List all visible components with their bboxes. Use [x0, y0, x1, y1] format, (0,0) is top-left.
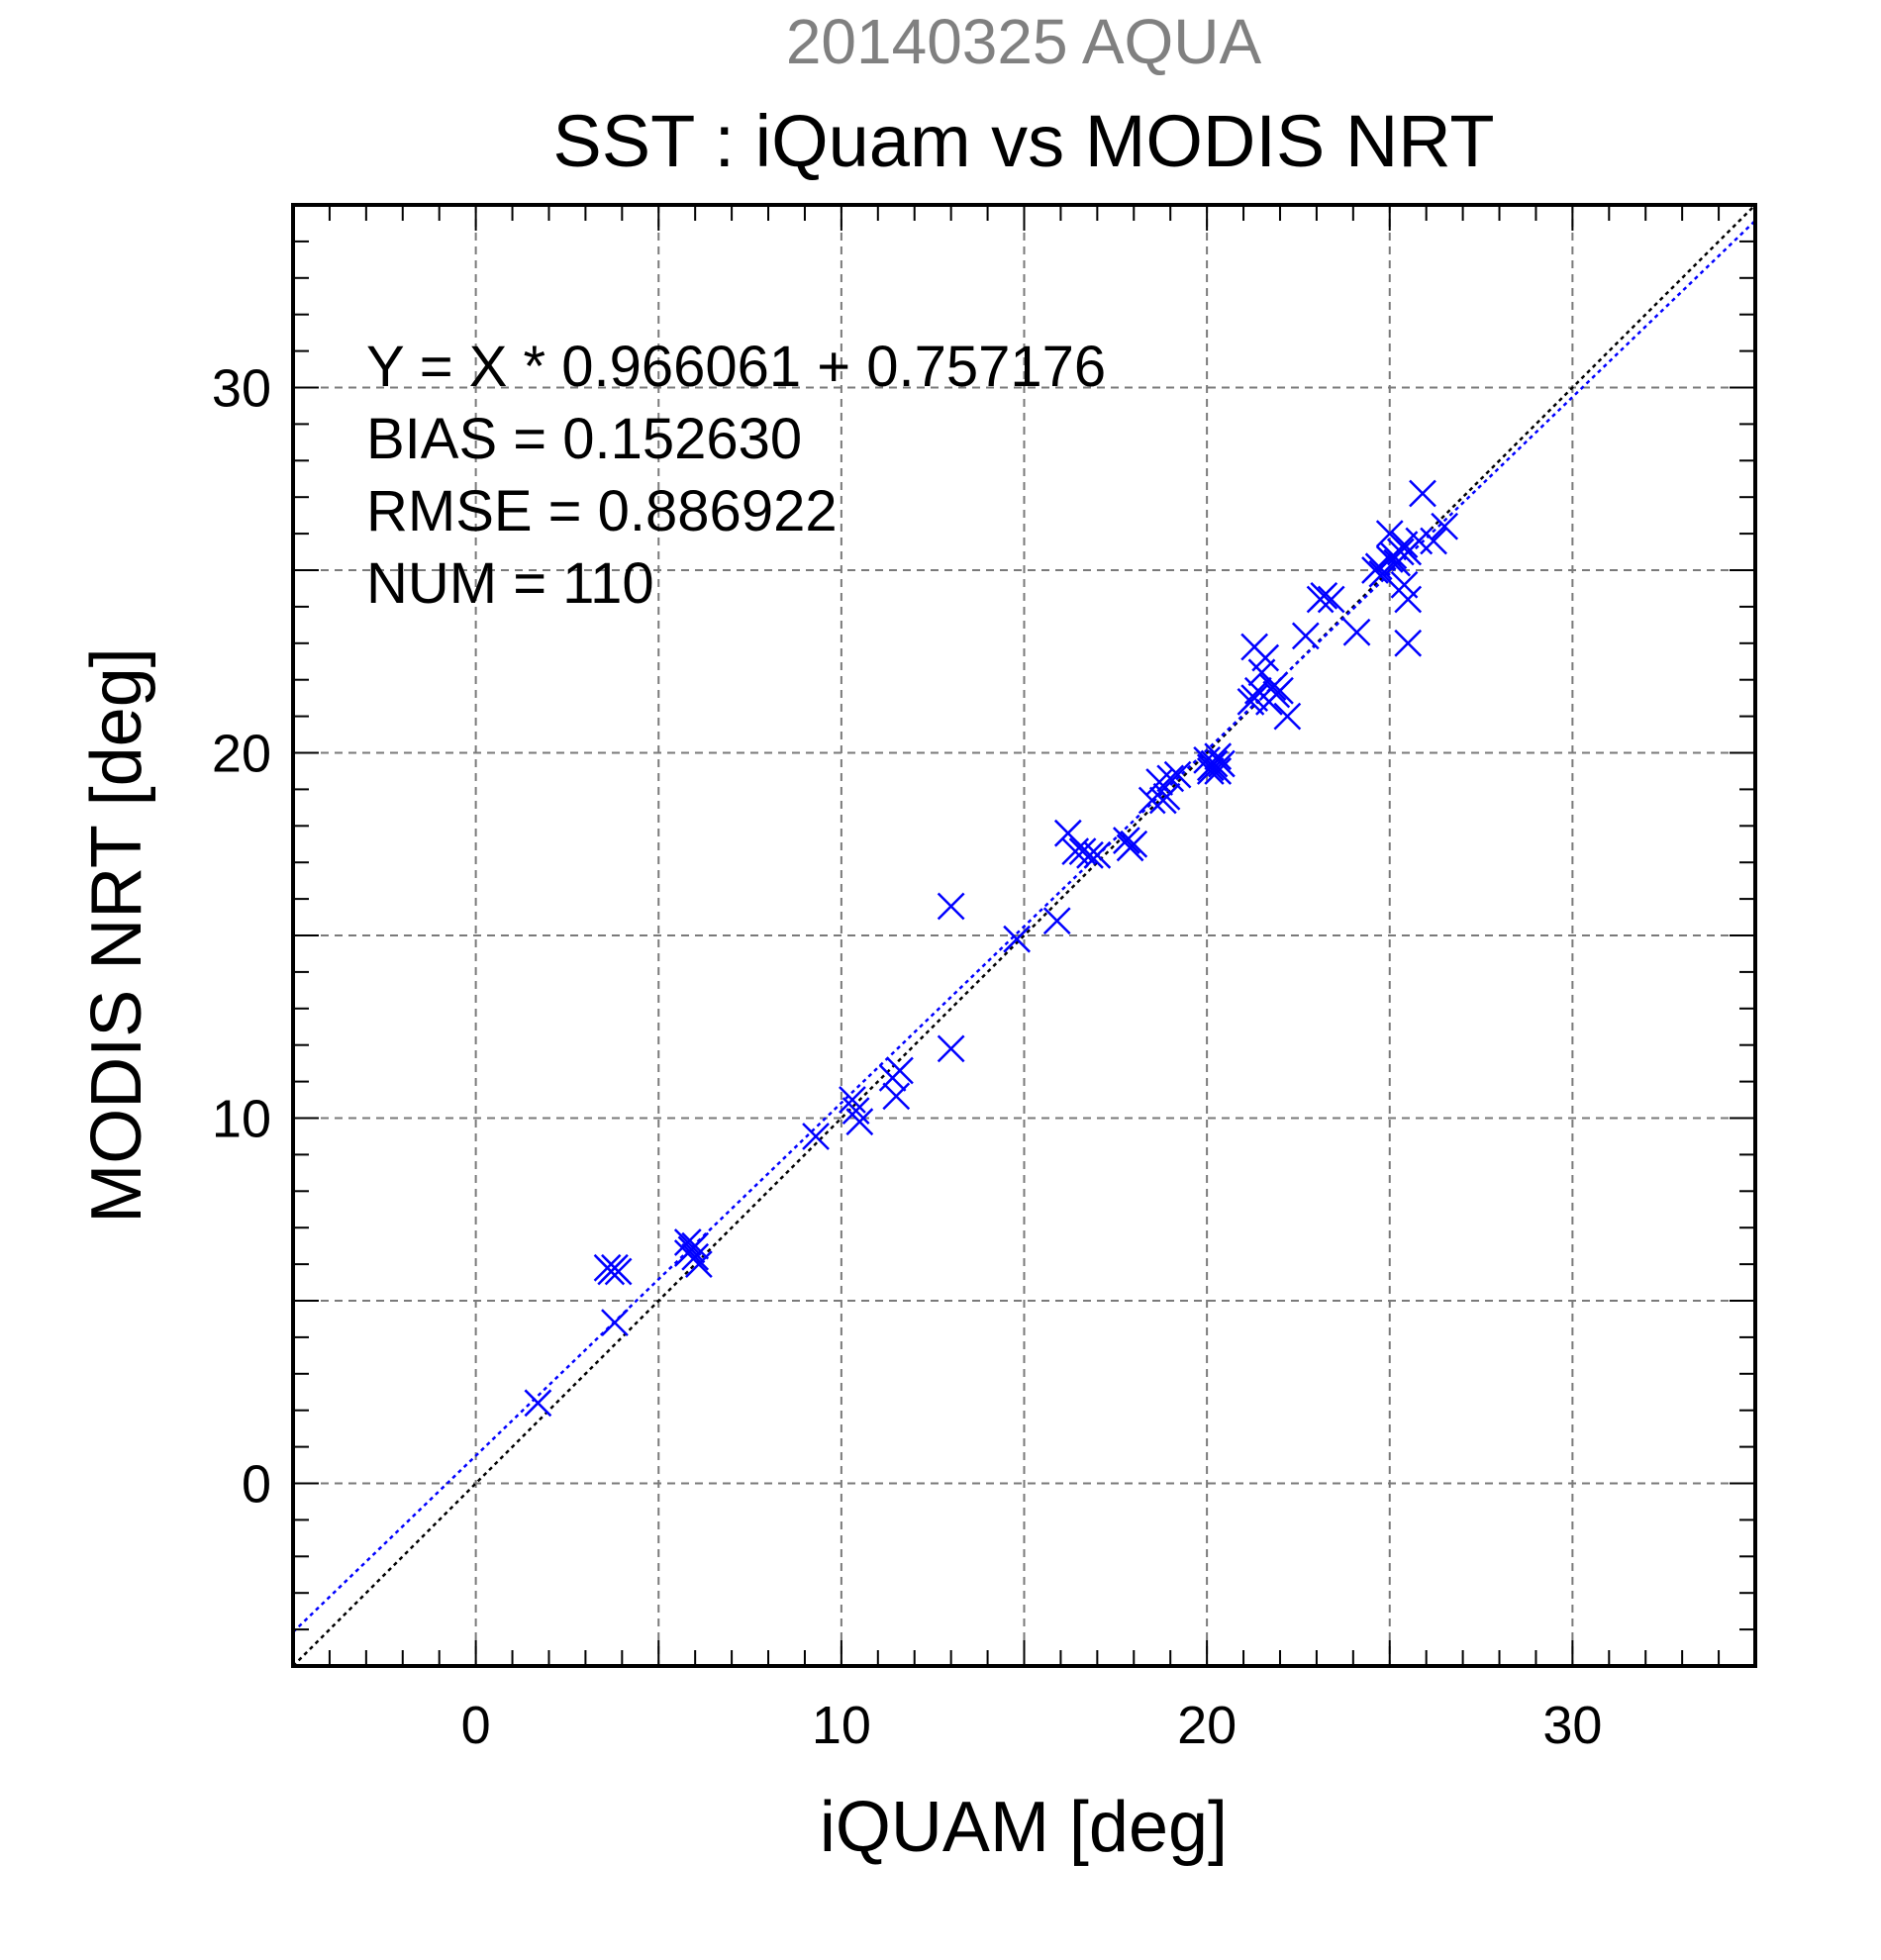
- x-tick-label: 30: [1542, 1696, 1602, 1755]
- data-point: [1266, 676, 1294, 705]
- data-point: [1368, 559, 1397, 588]
- x-tick-label: 20: [1177, 1696, 1237, 1755]
- data-point: [1156, 764, 1185, 793]
- data-point: [601, 1309, 629, 1337]
- data-point: [842, 1097, 870, 1126]
- y-axis-label: MODIS NRT [deg]: [77, 647, 156, 1224]
- x-tick-label: 10: [812, 1696, 871, 1755]
- tick-labels-layer: 0 10 20 30 0 10 20 30: [212, 359, 1602, 1756]
- fit-line: [292, 219, 1756, 1633]
- y-tick-label: 0: [242, 1455, 271, 1515]
- data-point: [1409, 479, 1436, 508]
- data-point: [1273, 702, 1302, 731]
- data-point: [1258, 673, 1287, 701]
- data-point: [802, 1123, 830, 1150]
- data-point: [1208, 749, 1236, 778]
- grid-layer: [293, 205, 1755, 1666]
- data-point: [1420, 527, 1447, 555]
- data-point: [1083, 840, 1112, 869]
- y-tick-label: 10: [212, 1090, 271, 1149]
- x-tick-label: 0: [461, 1696, 491, 1755]
- data-point: [1152, 782, 1181, 811]
- x-axis-label: iQUAM [deg]: [820, 1788, 1228, 1867]
- data-point: [1204, 742, 1233, 771]
- data-point: [1291, 622, 1320, 650]
- stats-line: NUM = 110: [366, 551, 654, 616]
- data-point: [1003, 925, 1031, 953]
- data-point: [1431, 512, 1459, 540]
- data-point: [604, 1257, 633, 1286]
- data-point: [684, 1250, 713, 1278]
- data-point: [882, 1082, 911, 1111]
- stats-line: Y = X * 0.966061 + 0.757176: [366, 335, 1106, 399]
- data-point: [1042, 907, 1071, 935]
- data-point: [1076, 840, 1104, 869]
- data-point: [1163, 760, 1192, 789]
- stats-line: RMSE = 0.886922: [366, 479, 838, 543]
- data-point: [886, 1056, 914, 1085]
- data-point: [1204, 757, 1233, 785]
- data-point: [1113, 827, 1140, 854]
- data-point: [937, 1034, 965, 1063]
- data-point: [1394, 629, 1423, 657]
- data-point: [1405, 527, 1434, 555]
- plot-frame: [291, 203, 1757, 1668]
- chart-title: SST : iQuam vs MODIS NRT: [552, 100, 1494, 182]
- lines-layer: [292, 204, 1756, 1667]
- stats-box: Y = X * 0.966061 + 0.757176 BIAS = 0.1526…: [366, 335, 1106, 616]
- data-point: [1317, 585, 1345, 614]
- data-point: [1145, 768, 1174, 796]
- data-point: [1394, 585, 1423, 614]
- y-tick-label: 20: [212, 725, 271, 784]
- data-point: [1120, 830, 1148, 858]
- points-layer: [524, 479, 1459, 1418]
- data-point: [1200, 749, 1229, 778]
- ticks-layer: [293, 205, 1755, 1666]
- y-tick-label: 30: [212, 359, 271, 419]
- data-point: [1342, 618, 1371, 646]
- data-point: [1310, 581, 1338, 610]
- data-point: [1386, 538, 1415, 566]
- chart-suptitle: 20140325 AQUA: [786, 6, 1262, 77]
- data-point: [673, 1228, 702, 1256]
- data-point: [681, 1242, 710, 1271]
- data-point: [1251, 643, 1280, 672]
- data-point: [1053, 819, 1082, 847]
- data-point: [839, 1086, 866, 1114]
- data-point: [845, 1108, 874, 1136]
- stats-line: BIAS = 0.152630: [366, 407, 802, 471]
- data-point: [524, 1389, 552, 1418]
- data-point: [937, 892, 965, 921]
